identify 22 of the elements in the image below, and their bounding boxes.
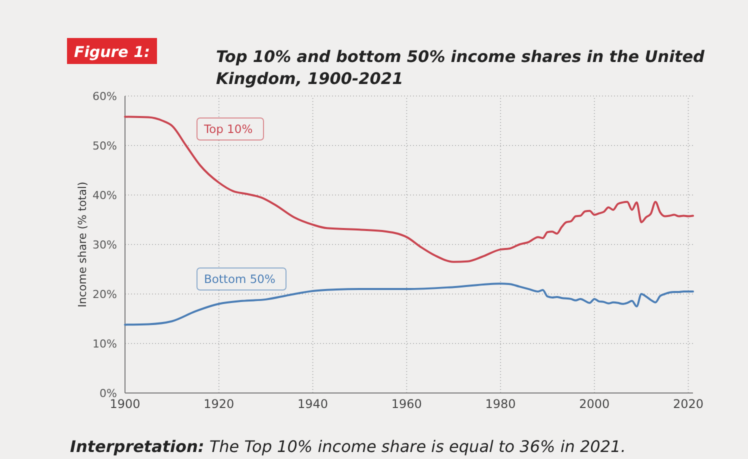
series-label: Bottom 50% xyxy=(204,272,276,286)
line-series xyxy=(124,116,694,263)
series-label: Top 10% xyxy=(203,122,253,136)
line-series xyxy=(124,282,694,326)
x-tick-label: 1980 xyxy=(485,397,516,411)
y-tick-label: 50% xyxy=(92,139,117,152)
y-tick-label: 0% xyxy=(100,386,117,400)
caption: Figure 1: xyxy=(74,43,150,61)
y-axis-title: Income share (% total) xyxy=(76,182,89,308)
y-tick-label: 20% xyxy=(92,288,117,301)
x-tick-label: 1920 xyxy=(204,397,234,411)
x-tick-label: 1940 xyxy=(297,397,328,411)
chart-title: Top 10% and bottom 50% income shares in the United Kingdom, 1900-2021 xyxy=(216,47,706,88)
x-tick-label: 2020 xyxy=(673,397,704,411)
y-tick-label: 60% xyxy=(92,90,117,103)
y-tick-label: 30% xyxy=(92,238,117,252)
y-tick-label: 10% xyxy=(92,337,117,350)
x-tick-label: 1900 xyxy=(110,397,140,411)
text: Interpretation: The Top 10% income share is equal to 36% in 2021. xyxy=(70,437,626,456)
y-tick-label: 40% xyxy=(92,188,117,202)
x-tick-label: 1960 xyxy=(391,397,422,411)
x-tick-label: 2000 xyxy=(579,397,610,411)
